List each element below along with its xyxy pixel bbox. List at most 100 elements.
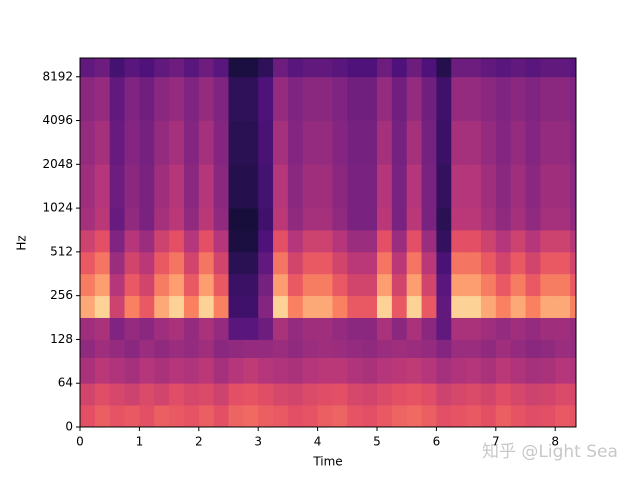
cell: [570, 76, 577, 121]
cell: [436, 76, 452, 121]
cell: [124, 357, 140, 384]
cell: [525, 383, 541, 406]
cell: [347, 317, 363, 340]
cell: [109, 357, 125, 384]
cell: [169, 208, 185, 231]
cell: [555, 251, 571, 275]
cell: [466, 208, 482, 231]
cell: [495, 208, 512, 231]
cell: [109, 317, 125, 340]
cell: [451, 339, 467, 359]
cell: [213, 229, 229, 253]
cell: [555, 120, 571, 165]
cell: [213, 405, 229, 428]
cell: [243, 120, 259, 165]
cell: [377, 120, 393, 165]
cell: [451, 58, 467, 78]
cell: [466, 58, 482, 78]
cell: [317, 164, 333, 209]
cell: [273, 295, 289, 318]
cell: [287, 273, 304, 297]
cell: [124, 295, 140, 318]
x-tick-label: 7: [492, 435, 500, 449]
cell: [80, 273, 96, 297]
cell: [540, 76, 556, 121]
cell: [332, 295, 348, 318]
cell: [317, 339, 333, 359]
cell: [347, 357, 363, 384]
cell: [183, 229, 200, 253]
cell: [154, 357, 170, 384]
cell: [362, 383, 378, 406]
cell: [213, 295, 229, 318]
cell: [228, 164, 244, 209]
cell: [302, 164, 319, 209]
cell: [495, 405, 512, 428]
cell: [139, 58, 155, 78]
cell: [466, 120, 482, 165]
cell: [198, 208, 215, 231]
cell: [377, 339, 393, 359]
y-tick-label: 2048: [42, 157, 73, 171]
cell: [525, 58, 541, 78]
cell: [436, 251, 452, 275]
cell: [124, 251, 140, 275]
cell: [377, 208, 393, 231]
cell: [347, 339, 363, 359]
cell: [391, 357, 408, 384]
cell: [421, 76, 437, 121]
cell: [80, 120, 96, 165]
cell: [94, 339, 111, 359]
cell: [183, 295, 200, 318]
cell: [377, 295, 393, 318]
cell: [540, 383, 556, 406]
cell: [213, 120, 229, 165]
cell: [302, 317, 319, 340]
cell: [555, 295, 571, 318]
cell: [80, 339, 96, 359]
cell: [287, 251, 304, 275]
x-tick-label: 2: [195, 435, 203, 449]
cell: [183, 383, 200, 406]
cell: [377, 58, 393, 78]
cell: [540, 208, 556, 231]
cell: [406, 295, 422, 318]
cell: [183, 339, 200, 359]
cell: [302, 405, 319, 428]
cell: [169, 120, 185, 165]
cell: [555, 76, 571, 121]
cell: [302, 383, 319, 406]
cell: [317, 295, 333, 318]
cell: [198, 76, 215, 121]
y-tick-label: 0: [65, 420, 73, 434]
cell: [332, 58, 348, 78]
cell: [495, 273, 512, 297]
cell: [570, 357, 577, 384]
cell: [495, 383, 512, 406]
cell: [377, 383, 393, 406]
cell: [154, 229, 170, 253]
cell: [80, 229, 96, 253]
cell: [377, 76, 393, 121]
cell: [80, 357, 96, 384]
cell: [109, 273, 125, 297]
cell: [391, 339, 408, 359]
cell: [480, 357, 497, 384]
cell: [347, 273, 363, 297]
cell: [109, 76, 125, 121]
cell: [109, 58, 125, 78]
cell: [377, 251, 393, 275]
cell: [169, 58, 185, 78]
cell: [540, 273, 556, 297]
cell: [80, 164, 96, 209]
x-tick-label: 0: [76, 435, 84, 449]
cell: [80, 208, 96, 231]
cell: [317, 405, 333, 428]
spectrogram: [80, 58, 577, 428]
cell: [317, 76, 333, 121]
cell: [228, 339, 244, 359]
cell: [510, 273, 526, 297]
cell: [198, 164, 215, 209]
cell: [258, 120, 274, 165]
